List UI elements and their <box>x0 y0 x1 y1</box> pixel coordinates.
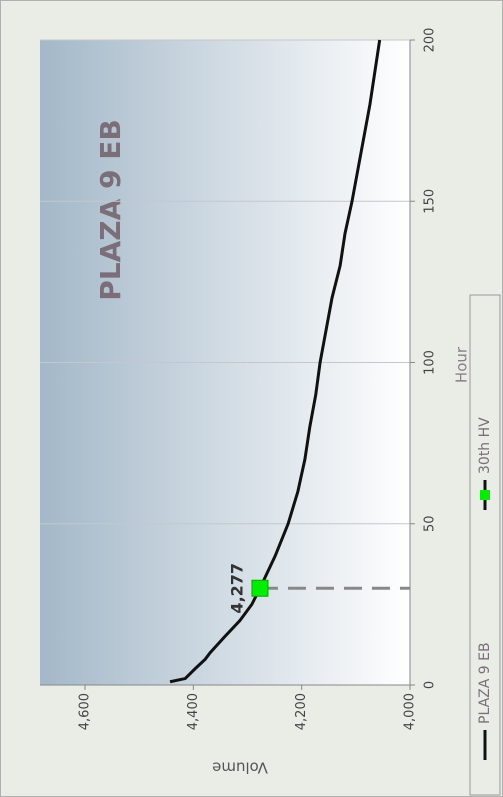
legend-label: PLAZA 9 EB <box>477 642 493 724</box>
chart-title: PLAZA 9 EB <box>94 119 127 300</box>
y-tick-label: 4,600 <box>78 693 93 730</box>
y-tick-label: 4,400 <box>186 693 201 730</box>
marker <box>251 579 269 597</box>
data-line <box>169 39 382 684</box>
legend-box <box>469 294 501 796</box>
legend-label: 30th HV <box>477 417 493 474</box>
x-tick-label: 150 <box>423 189 438 214</box>
x-tick-label: 0 <box>423 681 438 689</box>
y-tick-label: 4,000 <box>403 693 418 730</box>
data-label: 4,277 <box>227 563 246 614</box>
x-tick-label: 100 <box>423 350 438 375</box>
y-axis-label: Volume <box>212 759 268 777</box>
x-axis-label: Hour <box>453 346 471 383</box>
rotated-frame: PLAZA 9 EB Hour Volume 0 50 100 150 200 4,000… <box>40 28 501 796</box>
y-tick-label: 4,200 <box>294 693 309 730</box>
legend-marker <box>480 490 490 500</box>
x-tick-label: 50 <box>423 515 438 532</box>
x-tick-label: 200 <box>423 28 438 53</box>
